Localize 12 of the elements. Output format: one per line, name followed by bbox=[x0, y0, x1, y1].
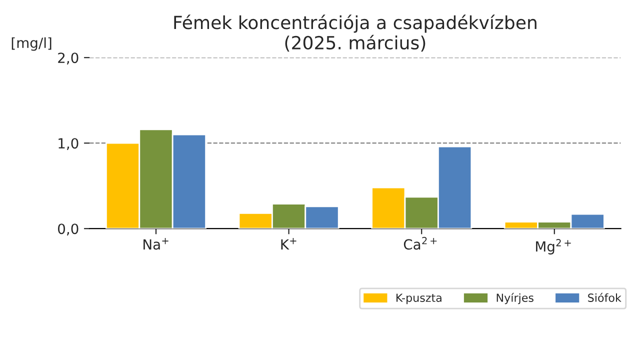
legend-label: Nyírjes bbox=[496, 292, 534, 304]
y-tick-label: 2,0 bbox=[58, 52, 78, 64]
x-tick-label: K$^{+}$ bbox=[281, 238, 296, 250]
legend-label: Siófok bbox=[588, 292, 622, 302]
x-tick-label: Ca$^{2+}$ bbox=[404, 236, 437, 250]
x-tick-label: Mg$^{2+}$ bbox=[536, 239, 571, 254]
y-axis-title: [mg/l] bbox=[12, 37, 52, 51]
y-tick-label: 1,0 bbox=[58, 138, 78, 150]
y-tick-label: 0,0 bbox=[58, 224, 78, 236]
legend-label: K-puszta bbox=[396, 294, 442, 304]
x-tick-label: Na$^{+}$ bbox=[144, 238, 168, 250]
chart-title: Fémek koncentrációja a csapadékvízben (2025. március) bbox=[174, 14, 536, 52]
